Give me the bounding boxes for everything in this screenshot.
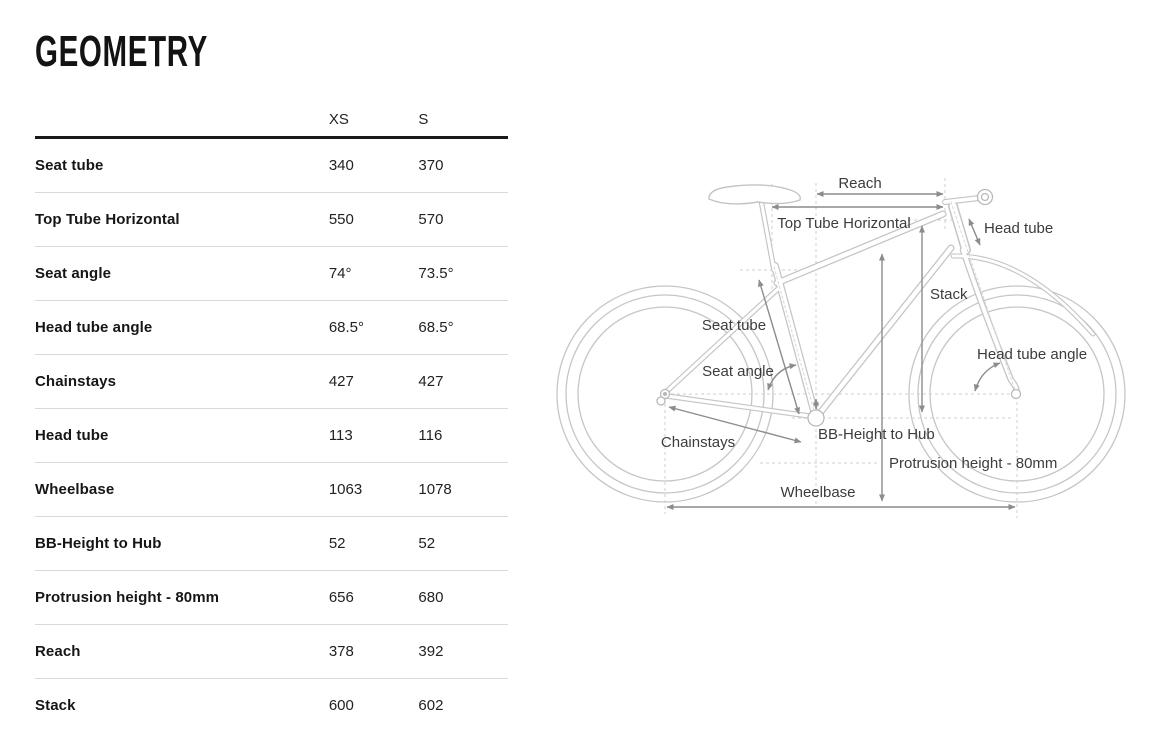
- table-row: Seat angle 74° 73.5°: [35, 247, 508, 301]
- table-row: Reach 378 392: [35, 625, 508, 679]
- annotation-arrows: [666, 191, 1016, 510]
- annotation-labels: Reach Top Tube Horizontal Head tube Stac…: [661, 175, 1087, 501]
- reach-label: Reach: [838, 175, 881, 192]
- geometry-table: XS S Seat tube 340 370 Top Tube Horizontal 5…: [35, 88, 508, 732]
- saddle: [708, 184, 801, 205]
- chainstays-arrow: [668, 405, 802, 444]
- row-value-xs: 378: [328, 643, 354, 660]
- seat-angle-label: Seat angle: [702, 363, 774, 380]
- row-label: Protrusion height - 80mm: [35, 589, 220, 606]
- row-value-xs: 68.5°: [328, 319, 365, 336]
- construction-guides: [664, 178, 1018, 518]
- row-value-s: 73.5°: [418, 265, 454, 282]
- row-label: Stack: [35, 697, 76, 714]
- head-tube-angle-arc: [973, 362, 1001, 392]
- wheelbase-label: Wheelbase: [780, 484, 855, 501]
- row-label: BB-Height to Hub: [35, 535, 162, 552]
- row-value-xs: 340: [328, 157, 354, 174]
- seat-tube-arrow: [757, 279, 801, 415]
- table-header-row: XS S: [35, 88, 508, 139]
- bb-height-to-hub-label: BB-Height to Hub: [818, 426, 935, 443]
- table-row: Wheelbase 1063 1078: [35, 463, 508, 517]
- row-value-xs: 113: [328, 427, 353, 444]
- row-value-xs: 600: [328, 697, 354, 714]
- protrusion-height-label: Protrusion height - 80mm: [889, 455, 1057, 472]
- row-value-s: 370: [418, 157, 444, 174]
- table-row: Top Tube Horizontal 550 570: [35, 193, 508, 247]
- chainstays-label: Chainstays: [661, 434, 735, 451]
- table-row: Head tube angle 68.5° 68.5°: [35, 301, 508, 355]
- row-label: Head tube: [35, 427, 109, 444]
- row-value-s: 680: [418, 589, 444, 606]
- table-row: Stack 600 602: [35, 679, 508, 732]
- bike-diagram-svg: Reach Top Tube Horizontal Head tube Stac…: [556, 175, 1126, 518]
- row-label: Seat tube: [35, 157, 104, 174]
- seat-angle-arc: [767, 363, 797, 391]
- row-label: Top Tube Horizontal: [35, 211, 180, 228]
- row-value-s: 1078: [418, 481, 452, 498]
- row-value-xs: 52: [328, 535, 346, 552]
- row-label: Chainstays: [35, 373, 117, 390]
- stack-label: Stack: [930, 286, 968, 303]
- row-value-xs: 656: [328, 589, 354, 606]
- row-value-s: 116: [418, 427, 443, 444]
- row-label: Seat angle: [35, 265, 112, 282]
- column-header-s: S: [418, 111, 429, 128]
- row-value-xs: 427: [328, 373, 354, 390]
- row-value-s: 392: [418, 643, 444, 660]
- seat-tube-label: Seat tube: [702, 317, 766, 334]
- table-row: Seat tube 340 370: [35, 139, 508, 193]
- geometry-table-body: Seat tube 340 370 Top Tube Horizontal 550 570…: [35, 139, 508, 732]
- row-value-s: 570: [418, 211, 444, 228]
- row-value-s: 427: [418, 373, 444, 390]
- row-value-xs: 74°: [328, 265, 352, 282]
- table-row: BB-Height to Hub 52 52: [35, 517, 508, 571]
- row-label: Reach: [35, 643, 81, 660]
- row-value-xs: 1063: [328, 481, 363, 498]
- top-tube-horizontal-label: Top Tube Horizontal: [777, 215, 910, 232]
- head-tube-label: Head tube: [984, 220, 1053, 237]
- column-header-xs: XS: [328, 111, 349, 128]
- head-tube-arrow: [968, 218, 981, 246]
- page-title: GEOMETRY: [35, 27, 208, 76]
- row-value-xs: 550: [328, 211, 354, 228]
- row-label: Head tube angle: [35, 319, 153, 336]
- bike-geometry-diagram: Reach Top Tube Horizontal Head tube Stac…: [555, 150, 1171, 570]
- table-row: Chainstays 427 427: [35, 355, 508, 409]
- table-row: Head tube 113 116: [35, 409, 508, 463]
- row-value-s: 602: [418, 697, 444, 714]
- row-value-s: 68.5°: [418, 319, 454, 336]
- table-row: Protrusion height - 80mm 656 680: [35, 571, 508, 625]
- row-label: Wheelbase: [35, 481, 115, 498]
- head-tube-angle-label: Head tube angle: [977, 346, 1087, 363]
- hubs-and-bb: [656, 188, 1022, 427]
- row-value-s: 52: [418, 535, 436, 552]
